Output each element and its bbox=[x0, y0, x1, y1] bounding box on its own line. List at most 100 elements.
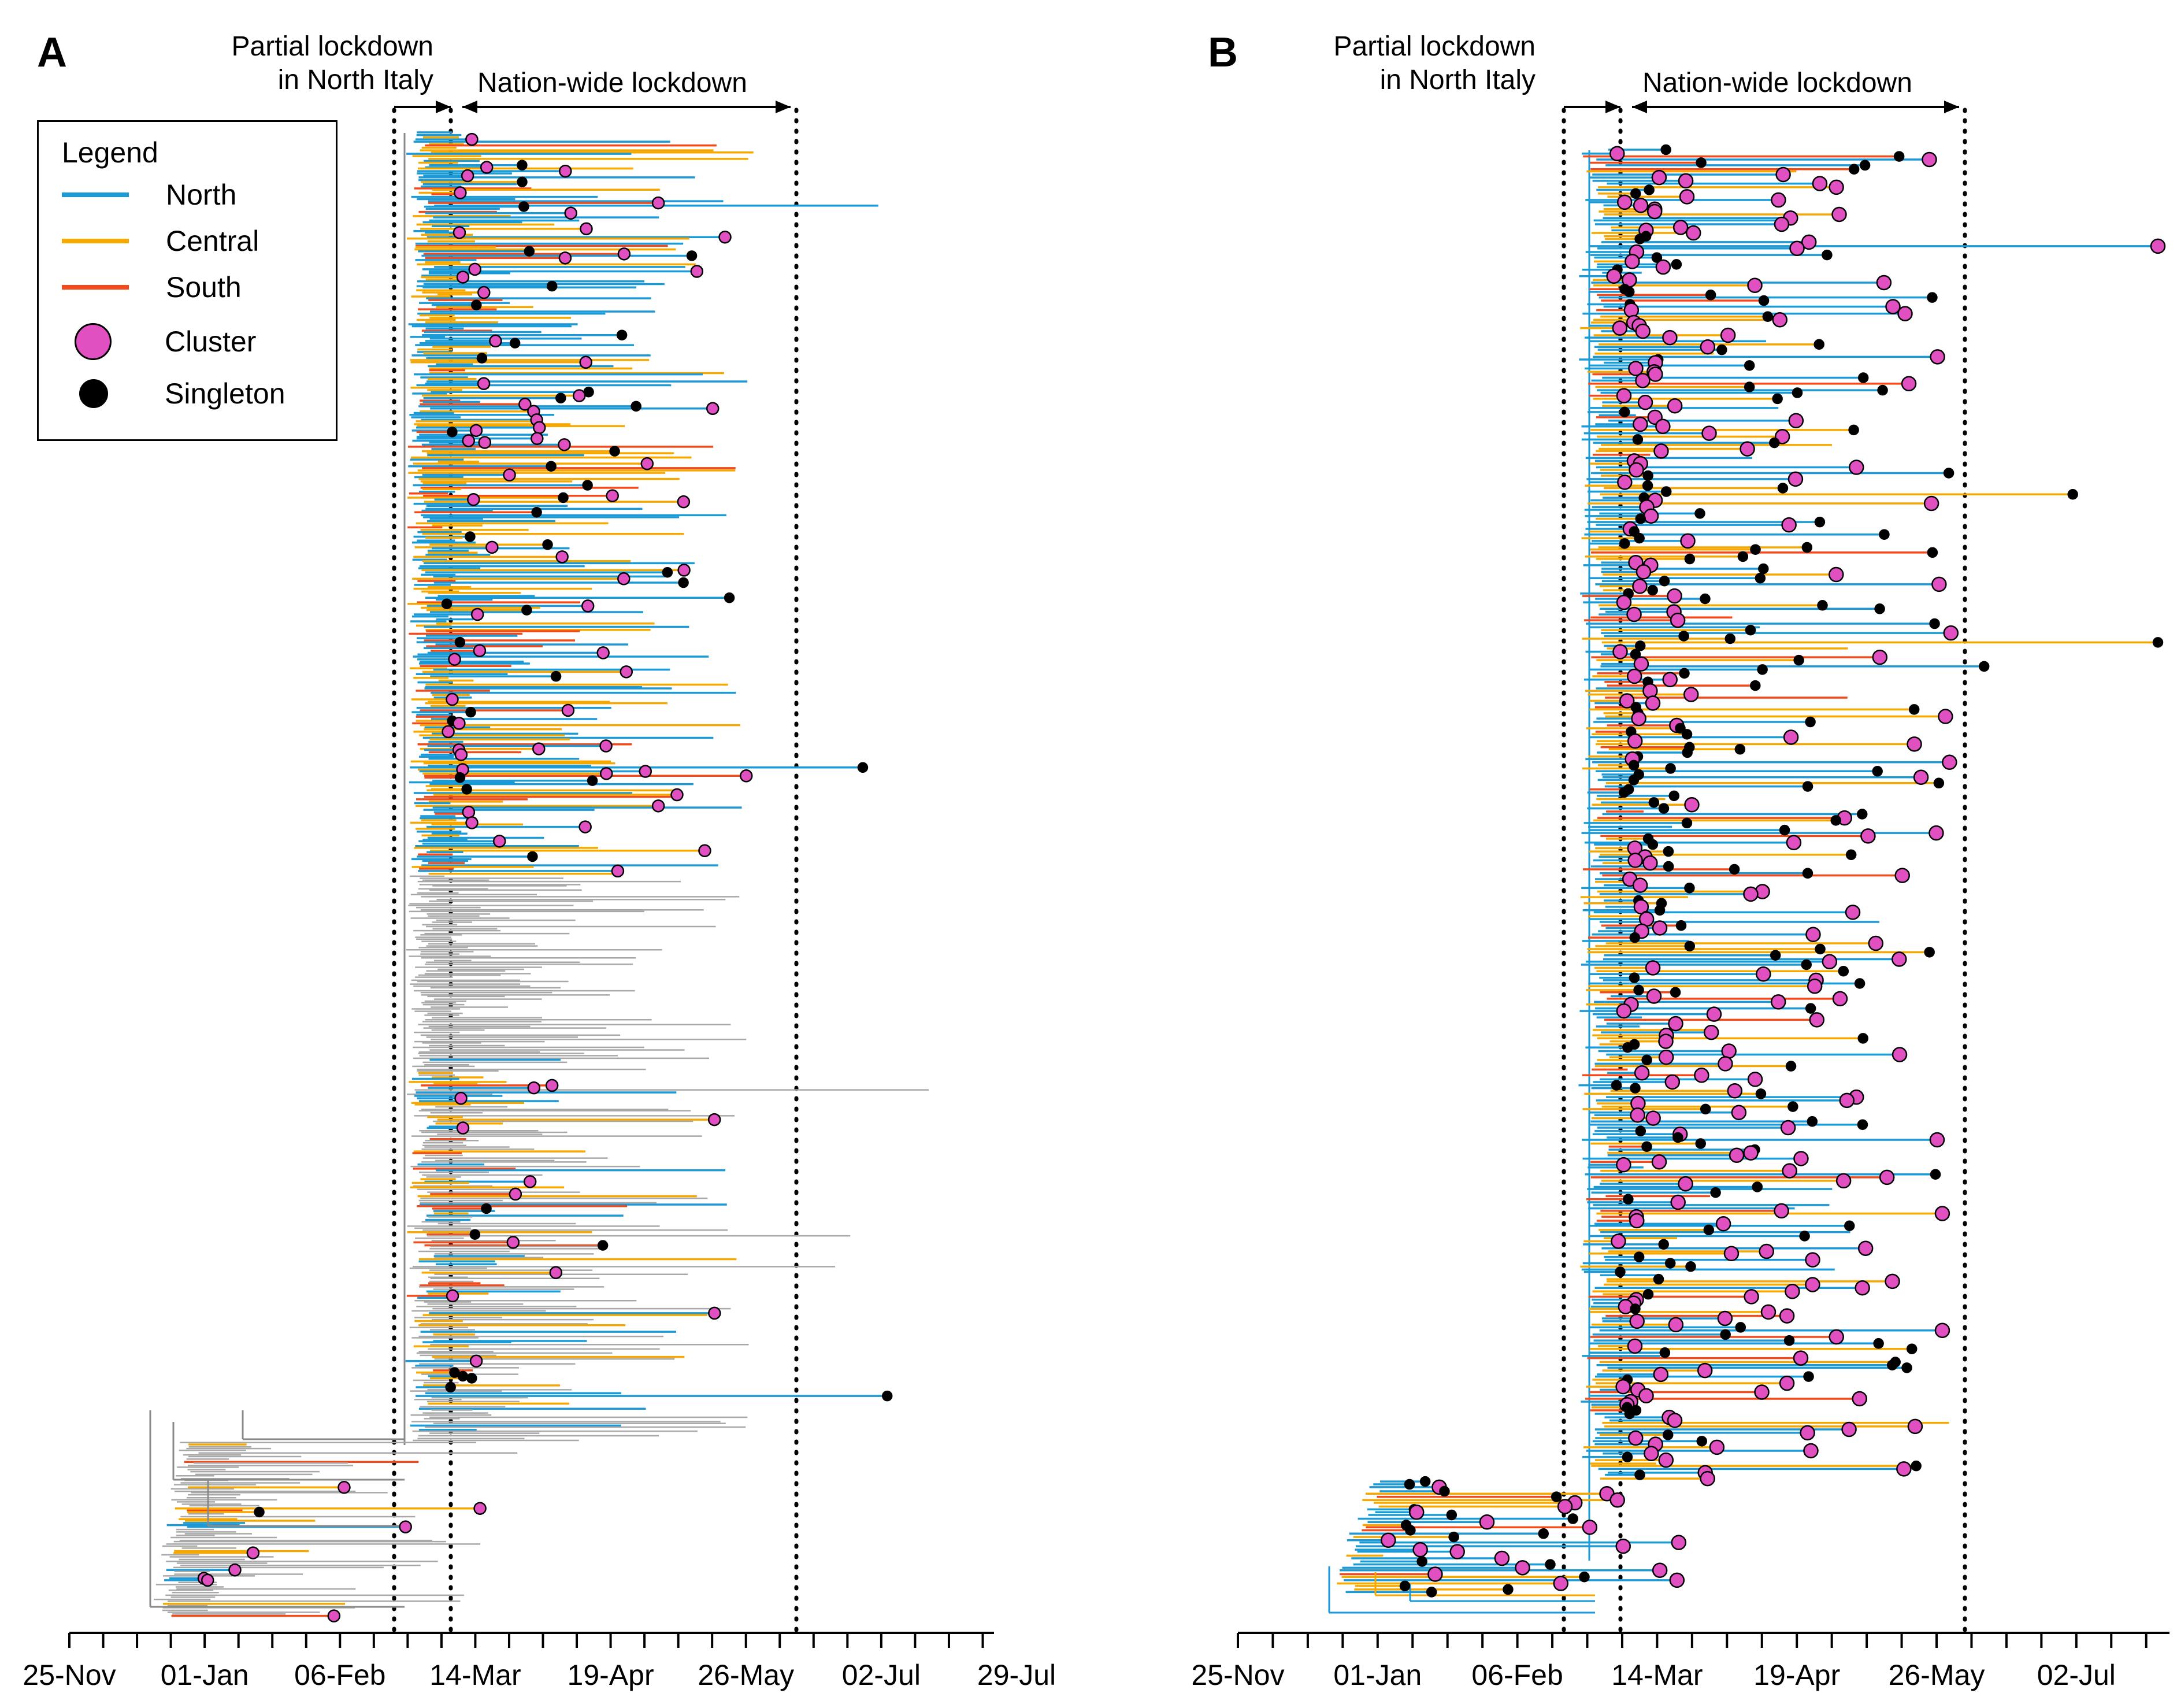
singleton-tip bbox=[1887, 1359, 1898, 1370]
cluster-tip bbox=[1653, 443, 1669, 459]
singleton-tip bbox=[1893, 151, 1905, 162]
cluster-tip bbox=[1626, 606, 1642, 623]
partial-lockdown-label-a: Partial lockdown in North Italy bbox=[232, 30, 434, 97]
cluster-tip bbox=[1829, 1329, 1844, 1345]
singleton-tip bbox=[616, 329, 628, 340]
x-axis-tick-label: 19-Apr bbox=[568, 1659, 654, 1691]
singleton-tip bbox=[1660, 486, 1672, 497]
cluster-tip bbox=[1638, 1388, 1654, 1404]
singleton-tip bbox=[1805, 716, 1816, 728]
singleton-tip bbox=[1924, 947, 1935, 958]
singleton-tip bbox=[1848, 424, 1859, 436]
cluster-tip bbox=[1627, 853, 1643, 868]
cluster-tip bbox=[1629, 1313, 1645, 1329]
cluster-tip bbox=[1720, 327, 1736, 343]
cluster-tip bbox=[1381, 1532, 1396, 1548]
legend-title: Legend bbox=[62, 136, 158, 169]
cluster-tip bbox=[1723, 1246, 1740, 1262]
singleton-tip bbox=[471, 299, 482, 310]
cluster-tip bbox=[1630, 1107, 1645, 1123]
cluster-tip bbox=[1582, 1520, 1598, 1535]
cluster-tip bbox=[1872, 649, 1888, 665]
singleton-tip bbox=[1658, 803, 1670, 814]
singleton-tip bbox=[1675, 723, 1686, 734]
cluster-tip bbox=[1644, 1446, 1659, 1461]
singleton-tip bbox=[1817, 600, 1828, 611]
cluster-tip bbox=[448, 653, 461, 666]
cluster-tip bbox=[1408, 1505, 1425, 1520]
singleton-tip bbox=[686, 250, 698, 261]
singleton-tip bbox=[2152, 637, 2164, 648]
cluster-tip bbox=[1809, 1012, 1825, 1028]
singleton-tip bbox=[1703, 1224, 1715, 1236]
cluster-tip bbox=[1740, 441, 1755, 457]
legend-item-singleton: Singleton bbox=[62, 371, 285, 417]
cluster-tip bbox=[1667, 1413, 1683, 1428]
cluster-tip bbox=[573, 389, 586, 402]
cluster-tip bbox=[1634, 1065, 1650, 1081]
cluster-dot-swatch bbox=[75, 323, 112, 360]
nationwide-lockdown-label-a: Nation-wide lockdown bbox=[477, 68, 747, 98]
singleton-tip bbox=[1658, 1239, 1669, 1250]
cluster-tip bbox=[611, 864, 625, 878]
nationwide-lockdown-label-b: Nation-wide lockdown bbox=[1642, 68, 1912, 98]
singleton-tip bbox=[1672, 1132, 1683, 1143]
cluster-tip bbox=[1879, 1169, 1895, 1185]
singleton-tip bbox=[1622, 1451, 1633, 1463]
cluster-tip bbox=[1655, 259, 1671, 275]
cluster-tip bbox=[1931, 576, 1947, 592]
singleton-tip bbox=[662, 566, 673, 578]
singleton-tip bbox=[1659, 575, 1670, 587]
cluster-tip bbox=[1729, 1147, 1745, 1163]
panel-b-label: B bbox=[1208, 29, 1238, 76]
singleton-tip bbox=[1419, 1476, 1431, 1487]
cluster-tip bbox=[509, 1187, 522, 1201]
singleton-tip bbox=[447, 427, 458, 438]
singleton-tip bbox=[1681, 817, 1693, 829]
cluster-tip bbox=[1623, 302, 1640, 318]
cluster-tip bbox=[1779, 1308, 1795, 1324]
cluster-tip bbox=[640, 457, 654, 470]
singleton-tip bbox=[1755, 1088, 1767, 1099]
singleton-tip bbox=[1873, 1338, 1884, 1349]
cluster-tip bbox=[467, 493, 480, 506]
cluster-tip bbox=[1494, 1550, 1510, 1566]
singleton-tip bbox=[1772, 393, 1783, 405]
cluster-tip bbox=[1606, 268, 1622, 284]
cluster-tip bbox=[1744, 1289, 1759, 1305]
cluster-tip bbox=[465, 132, 479, 146]
singleton-tip bbox=[1630, 188, 1641, 199]
singleton-tip bbox=[518, 201, 529, 212]
cluster-tip bbox=[1625, 254, 1640, 269]
cluster-tip bbox=[1609, 146, 1625, 161]
singleton-tip bbox=[1857, 1033, 1868, 1044]
singleton-tip bbox=[465, 706, 476, 718]
singleton-tip bbox=[1927, 547, 1938, 558]
cluster-tip bbox=[1759, 1243, 1774, 1259]
partial-lockdown-label-b: Partial lockdown in North Italy bbox=[1334, 30, 1536, 97]
cluster-tip bbox=[1617, 475, 1633, 490]
x-axis-tick-label: 14-Mar bbox=[1611, 1659, 1703, 1691]
cluster-tip bbox=[1793, 1350, 1809, 1366]
singleton-tip bbox=[1933, 777, 1945, 789]
cluster-tip bbox=[1685, 225, 1701, 241]
singleton-tip bbox=[1642, 470, 1653, 481]
partial-lockdown-line1: Partial lockdown bbox=[1333, 31, 1536, 62]
panel-a-label: A bbox=[37, 29, 67, 76]
south-line-swatch bbox=[62, 285, 129, 290]
cluster-tip bbox=[1756, 966, 1771, 982]
cluster-tip bbox=[708, 1306, 721, 1320]
singleton-tip bbox=[469, 1229, 481, 1240]
cluster-tip bbox=[1922, 151, 1937, 168]
cluster-tip bbox=[1671, 1535, 1687, 1550]
singleton-tip bbox=[1684, 940, 1696, 952]
cluster-tip bbox=[1684, 797, 1700, 813]
cluster-tip bbox=[454, 1091, 468, 1105]
x-axis-tick-label: 25-Nov bbox=[1191, 1659, 1284, 1691]
singleton-tip bbox=[678, 577, 689, 588]
cluster-tip bbox=[470, 607, 484, 621]
cluster-tip bbox=[1718, 1056, 1733, 1072]
cluster-tip bbox=[1743, 886, 1759, 902]
cluster-tip bbox=[1770, 994, 1786, 1010]
singleton-tip bbox=[1911, 1460, 1922, 1472]
